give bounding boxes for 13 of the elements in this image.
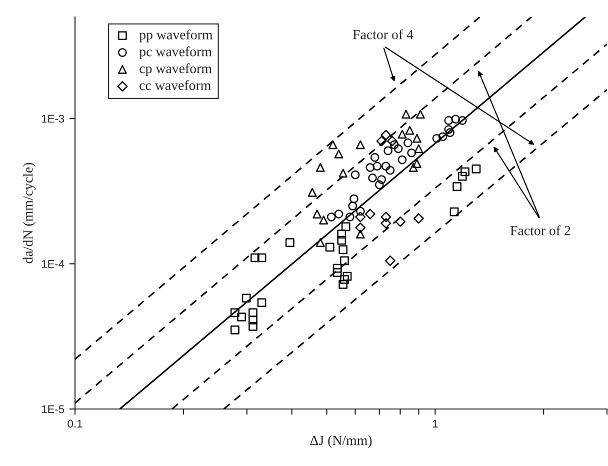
legend-label: pp waveform bbox=[139, 30, 213, 42]
y-tick-label: 1E-5 bbox=[42, 405, 64, 414]
y-tick-label: 1E-3 bbox=[42, 114, 64, 123]
legend-label: pc waveform bbox=[139, 46, 212, 60]
annotation: Factor of 2 bbox=[510, 225, 570, 236]
annotation: Factor of 4 bbox=[352, 29, 414, 40]
y-tick-label: 1E-4 bbox=[42, 260, 64, 268]
legend-label: cc waveform bbox=[140, 80, 211, 90]
y-axis-title: da/dN (mm/cycle) bbox=[22, 162, 36, 264]
x-axis-title: ΔJ (N/mm) bbox=[310, 435, 372, 448]
x-tick-label: 0.1 bbox=[68, 420, 82, 428]
x-tick-label: 1 bbox=[432, 420, 438, 428]
legend-label: cp waveform bbox=[140, 63, 212, 76]
